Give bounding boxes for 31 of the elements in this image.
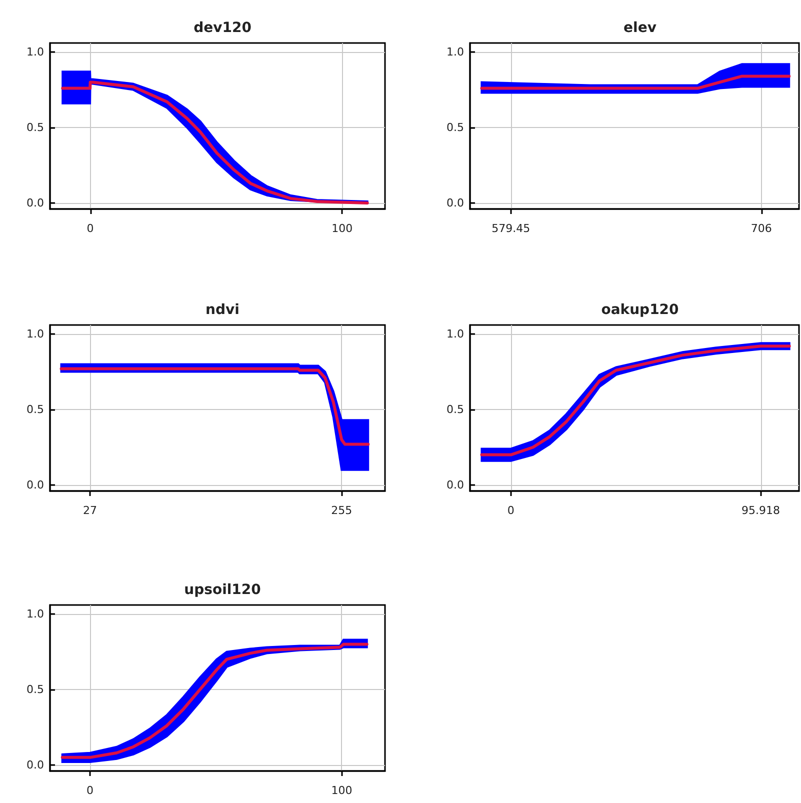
y-tick-label: 0.0 <box>446 478 464 492</box>
y-tick-label: 0.0 <box>26 758 44 772</box>
chart-title: upsoil120 <box>184 582 262 598</box>
x-tick-label: 95.918 <box>742 504 780 517</box>
y-tick-label: 0.5 <box>26 403 44 416</box>
y-tick-label: 1.0 <box>446 328 464 341</box>
y-tick-label: 0.0 <box>446 196 464 210</box>
y-tick-label: 0.0 <box>26 196 44 210</box>
x-tick-label: 0 <box>86 222 94 235</box>
y-tick-label: 0.5 <box>26 121 44 134</box>
x-tick-label: 100 <box>332 222 353 235</box>
y-tick-label: 0.5 <box>446 121 464 134</box>
y-tick-label: 0.0 <box>26 478 44 492</box>
y-tick-label: 1.0 <box>26 328 44 341</box>
y-tick-label: 1.0 <box>26 46 44 59</box>
x-tick-label: 255 <box>331 504 352 517</box>
chart-title: dev120 <box>194 20 252 36</box>
y-tick-label: 1.0 <box>26 608 44 621</box>
x-tick-label: 100 <box>331 784 352 797</box>
x-tick-label: 27 <box>82 504 97 517</box>
chart-title: ndvi <box>206 302 240 318</box>
chart-title: elev <box>624 20 656 36</box>
x-tick-label: 579.45 <box>492 222 530 235</box>
y-tick-label: 0.5 <box>446 403 464 416</box>
x-tick-label: 0 <box>86 784 94 797</box>
y-tick-label: 0.5 <box>26 683 44 696</box>
y-tick-label: 1.0 <box>446 46 464 59</box>
line-series <box>60 367 370 446</box>
x-tick-label: 706 <box>750 222 772 235</box>
x-tick-label: 0 <box>507 504 514 517</box>
chart-title: oakup120 <box>601 302 680 318</box>
